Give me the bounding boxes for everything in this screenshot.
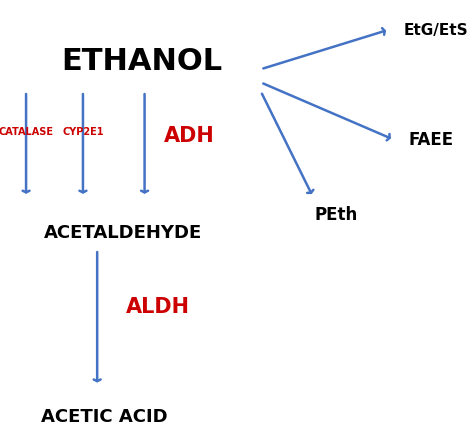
Text: FAEE: FAEE <box>409 131 454 149</box>
Text: CATALASE: CATALASE <box>0 127 54 136</box>
Text: ACETALDEHYDE: ACETALDEHYDE <box>44 223 202 241</box>
Text: ETHANOL: ETHANOL <box>62 47 223 76</box>
Text: PEth: PEth <box>315 205 358 224</box>
Text: ALDH: ALDH <box>126 297 190 317</box>
Text: ADH: ADH <box>164 126 214 146</box>
Text: CYP2E1: CYP2E1 <box>62 127 104 136</box>
Text: ACETIC ACID: ACETIC ACID <box>41 407 168 425</box>
Text: EtG/EtS: EtG/EtS <box>404 23 468 38</box>
